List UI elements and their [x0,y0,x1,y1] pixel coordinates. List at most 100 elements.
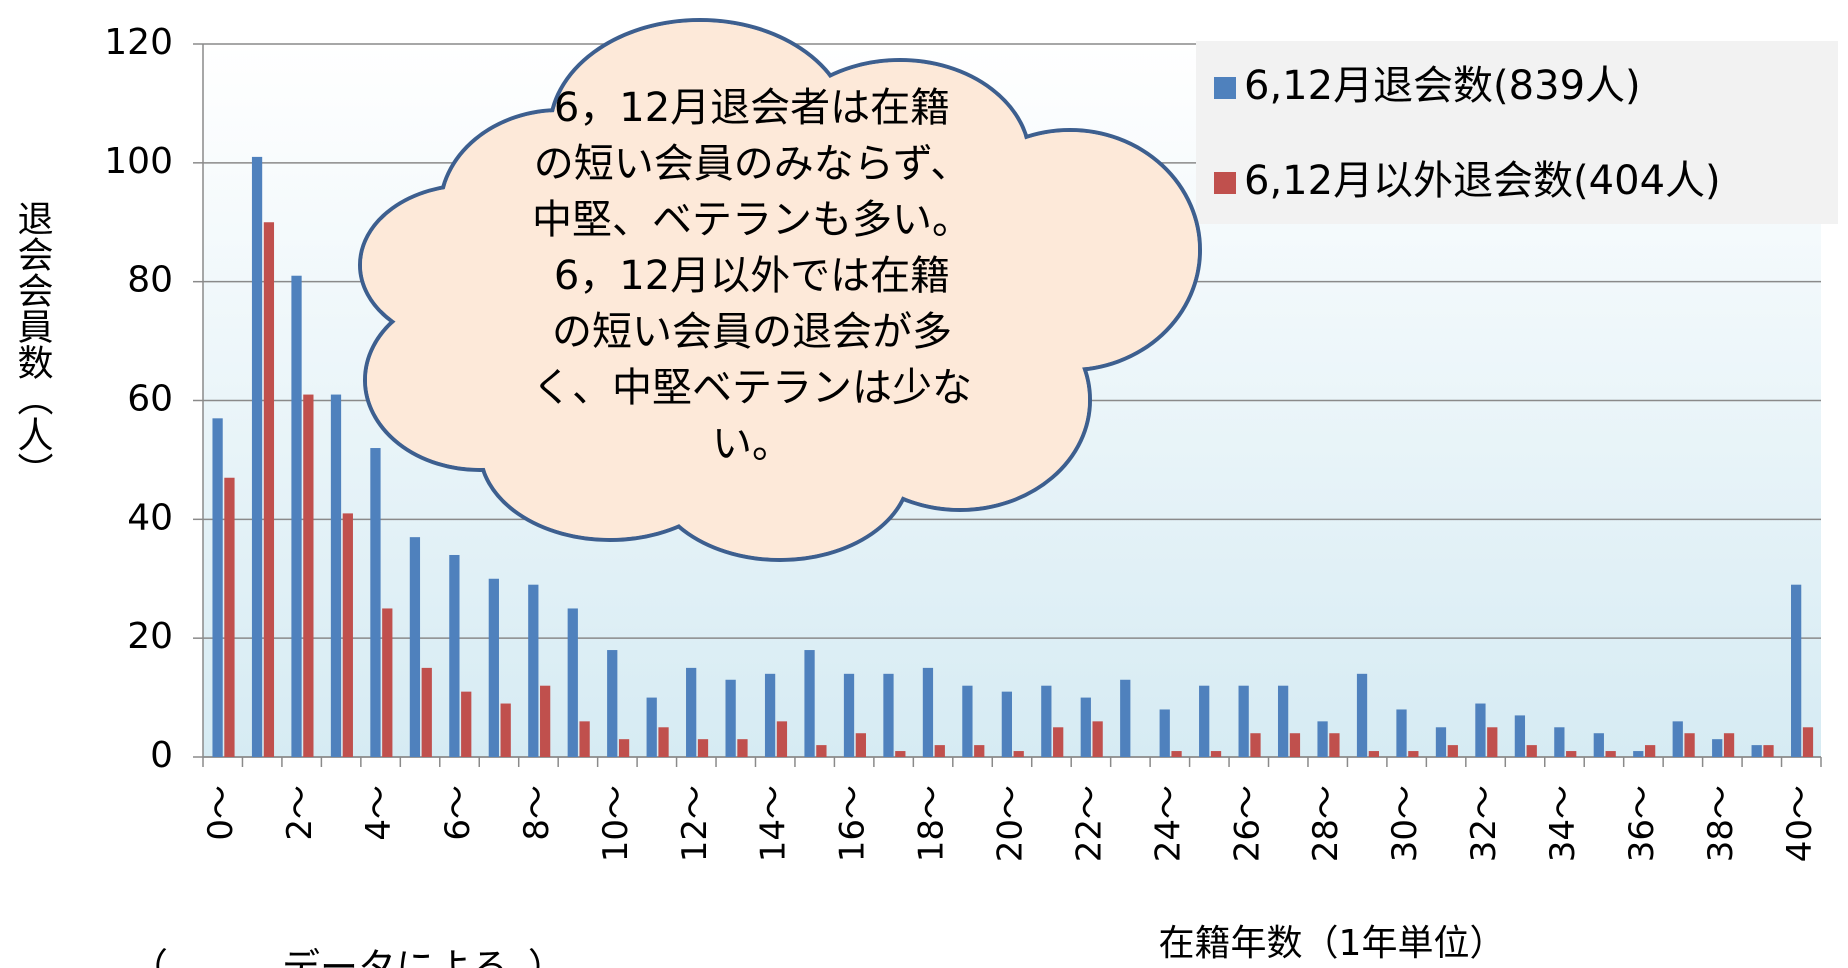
annotation-line: 6，12月以外では在籍 [554,253,950,299]
bar [855,733,866,757]
bar [1250,733,1261,757]
bar [883,673,894,757]
bar [1475,703,1486,757]
bar [1408,751,1419,757]
bar [1053,727,1064,757]
bar [212,418,223,757]
bar [1751,745,1762,757]
x-tick-label: 30～ [1385,785,1425,862]
bar [1199,685,1210,757]
y-tick-label: 60 [127,379,173,420]
x-tick-label: 12～ [675,785,715,862]
x-tick-label: 16～ [833,785,873,862]
bar [251,156,263,757]
annotation-line: 6，12月退会者は在籍 [554,85,950,131]
bar [1120,679,1131,757]
x-tick-label: 20～ [991,785,1031,862]
bar [1277,685,1289,757]
bar [1356,673,1368,757]
x-axis-title: 在籍年数（1年単位） [1159,923,1506,964]
footnote: （ データによる。） [130,946,566,968]
bar [1593,733,1604,757]
bar [1435,727,1447,757]
bar [843,673,855,757]
bar [567,608,578,757]
bar [1329,733,1340,757]
bar [776,721,788,757]
bar [449,554,460,757]
bar [1723,733,1735,757]
bar [1001,691,1012,757]
bar [1487,727,1498,757]
bar [725,679,736,757]
bar [528,584,539,757]
y-tick-label: 80 [127,260,173,301]
annotation-line: の短い会員のみならず、 [534,141,970,187]
y-tick-label: 0 [150,735,173,776]
cloud-fill [442,122,958,478]
bar [1238,685,1249,757]
bar [816,745,827,757]
legend-swatch [1214,77,1236,99]
x-tick-label: 6～ [438,785,478,841]
x-tick-label: 2～ [280,785,320,841]
bar [1763,745,1774,757]
bar [1644,745,1656,757]
bar [1684,733,1695,757]
bar [1566,751,1577,757]
bar [764,673,776,757]
bar [1672,721,1683,757]
bar [658,727,669,757]
y-tick-label: 120 [104,22,173,63]
bar [618,739,630,757]
legend-swatch [1214,172,1236,194]
x-tick-label: 28～ [1306,785,1346,862]
bar [409,537,421,757]
bar [382,608,393,757]
bar [1447,745,1458,757]
annotation-line: 中堅、ベテランも多い。 [532,197,972,243]
bar [686,667,697,757]
bar [579,721,590,757]
legend-label: 6,12月退会数(839人) [1244,63,1641,109]
bar [1289,733,1301,757]
annotation-line: い。 [712,421,792,467]
x-tick-label: 18～ [912,785,952,862]
annotation-line: の短い会員の退会が多 [552,309,952,355]
x-tick-label: 8～ [517,785,557,841]
bar [1605,751,1616,757]
bar [263,222,275,757]
x-tick-label: 36～ [1622,785,1662,862]
x-tick-label: 0～ [201,785,241,841]
bar [500,703,511,757]
x-tick-label: 4～ [359,785,399,841]
x-tick-label: 34～ [1543,785,1583,862]
bar [1171,751,1182,757]
bar [1514,715,1526,757]
bar [303,394,314,757]
bar [737,739,748,757]
bar [1396,709,1407,757]
bar [1041,685,1052,757]
bar [934,745,945,757]
legend-box [1196,41,1838,224]
bar [540,685,551,757]
bar [461,691,472,757]
bar [342,513,353,757]
y-tick-label: 20 [127,616,173,657]
x-tick-label: 26～ [1227,785,1267,862]
bar [1080,697,1091,757]
y-tick-label: 100 [104,141,173,182]
bar [1791,584,1802,757]
bar [1013,751,1024,757]
bar [224,477,235,757]
bar [895,751,906,757]
legend-label: 6,12月以外退会数(404人) [1244,158,1721,204]
bar [1802,727,1814,757]
bar [1554,727,1565,757]
y-axis-title: 退会会員数（人） [12,200,54,488]
bar [1526,745,1537,757]
bar [1159,709,1170,757]
bar [1368,751,1380,757]
bar [962,685,973,757]
